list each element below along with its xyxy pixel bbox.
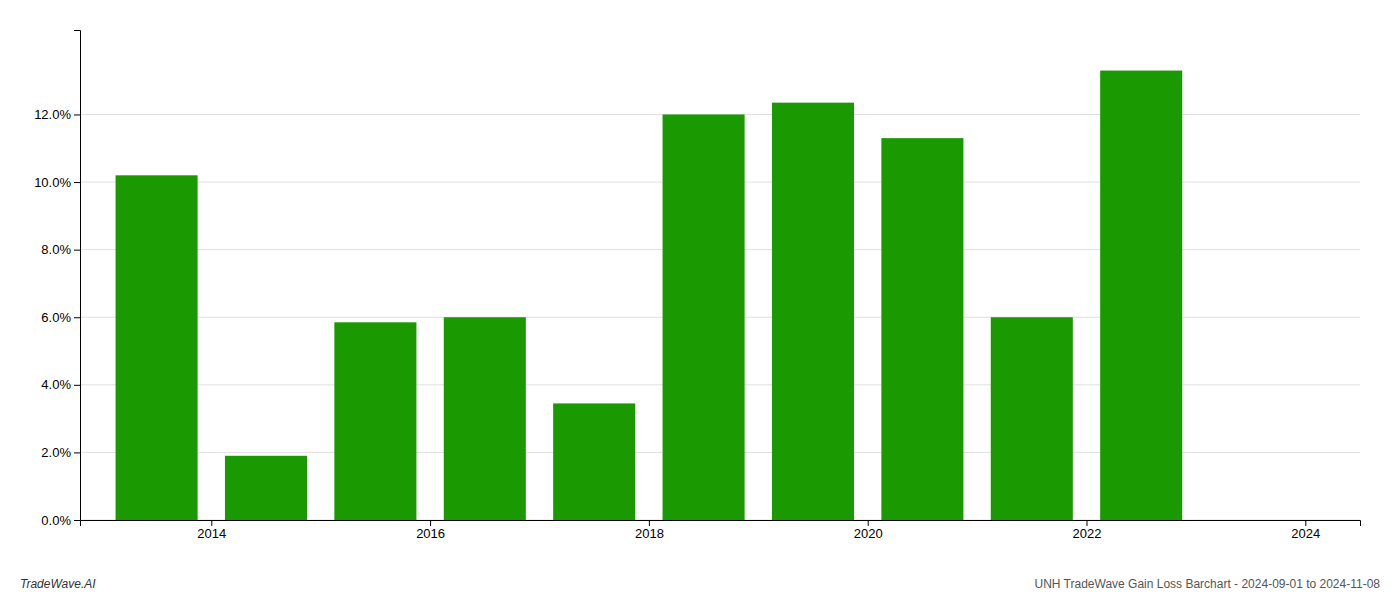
bar <box>334 322 416 520</box>
tick-mark <box>74 182 80 183</box>
tick-mark <box>74 452 80 453</box>
bar <box>991 317 1073 520</box>
tick: 12.0% <box>34 107 80 122</box>
tick-mark <box>430 520 431 526</box>
tick: 0.0% <box>41 513 80 528</box>
footer-right: UNH TradeWave Gain Loss Barchart - 2024-… <box>1034 577 1380 591</box>
tick: 2022 <box>1073 520 1102 541</box>
tick-mark <box>649 520 650 526</box>
tick: 10.0% <box>34 175 80 190</box>
tick-label: 2018 <box>635 526 664 541</box>
tick: 4.0% <box>41 377 80 392</box>
bar <box>772 103 854 520</box>
tick-mark <box>1305 520 1306 526</box>
tick-mark <box>211 520 212 526</box>
bar <box>225 456 307 520</box>
axis-line <box>74 31 81 521</box>
tick: 8.0% <box>41 242 80 257</box>
tick-mark <box>74 250 80 251</box>
tick-mark <box>74 317 80 318</box>
tick-mark <box>1086 520 1087 526</box>
tick: 2016 <box>416 520 445 541</box>
tick-mark <box>74 114 80 115</box>
tick-label: 2020 <box>854 526 883 541</box>
tick: 2024 <box>1291 520 1320 541</box>
tick-label: 2022 <box>1073 526 1102 541</box>
tick-label: 2016 <box>416 526 445 541</box>
x-axis: 2014 2016 2018 2020 2022 2024 <box>81 520 1361 541</box>
axis-line <box>81 521 1361 527</box>
plot-area: 2014 2016 2018 2020 2022 2024 0.0% 2.0% 4.0% 6.0%… <box>34 31 1360 542</box>
tick-mark <box>868 520 869 526</box>
tick-label: 0.0% <box>41 513 71 528</box>
tick-label: 6.0% <box>41 310 71 325</box>
tick-label: 8.0% <box>41 242 71 257</box>
bar <box>1100 71 1182 520</box>
bar <box>444 317 526 520</box>
bar <box>116 175 198 520</box>
tick-label: 4.0% <box>41 377 71 392</box>
footer-left: TradeWave.AI <box>20 577 96 591</box>
tick-label: 2014 <box>197 526 226 541</box>
chart: 2014 2016 2018 2020 2022 2024 0.0% 2.0% 4.0% 6.0%… <box>0 0 1400 600</box>
bar <box>553 403 635 520</box>
tick: 2018 <box>635 520 664 541</box>
tick-label: 10.0% <box>34 175 71 190</box>
tick-label: 2.0% <box>41 445 71 460</box>
tick: 2.0% <box>41 445 80 460</box>
tick: 2020 <box>854 520 883 541</box>
bar <box>881 138 963 520</box>
tick-label: 2024 <box>1291 526 1320 541</box>
y-axis: 0.0% 2.0% 4.0% 6.0% 8.0% 10.0% 12.0% <box>34 31 80 528</box>
bar <box>663 114 745 520</box>
tick: 6.0% <box>41 310 80 325</box>
tick-mark <box>74 520 80 521</box>
bars <box>116 71 1183 520</box>
tick-label: 12.0% <box>34 107 71 122</box>
tick-mark <box>74 385 80 386</box>
tick: 2014 <box>197 520 226 541</box>
